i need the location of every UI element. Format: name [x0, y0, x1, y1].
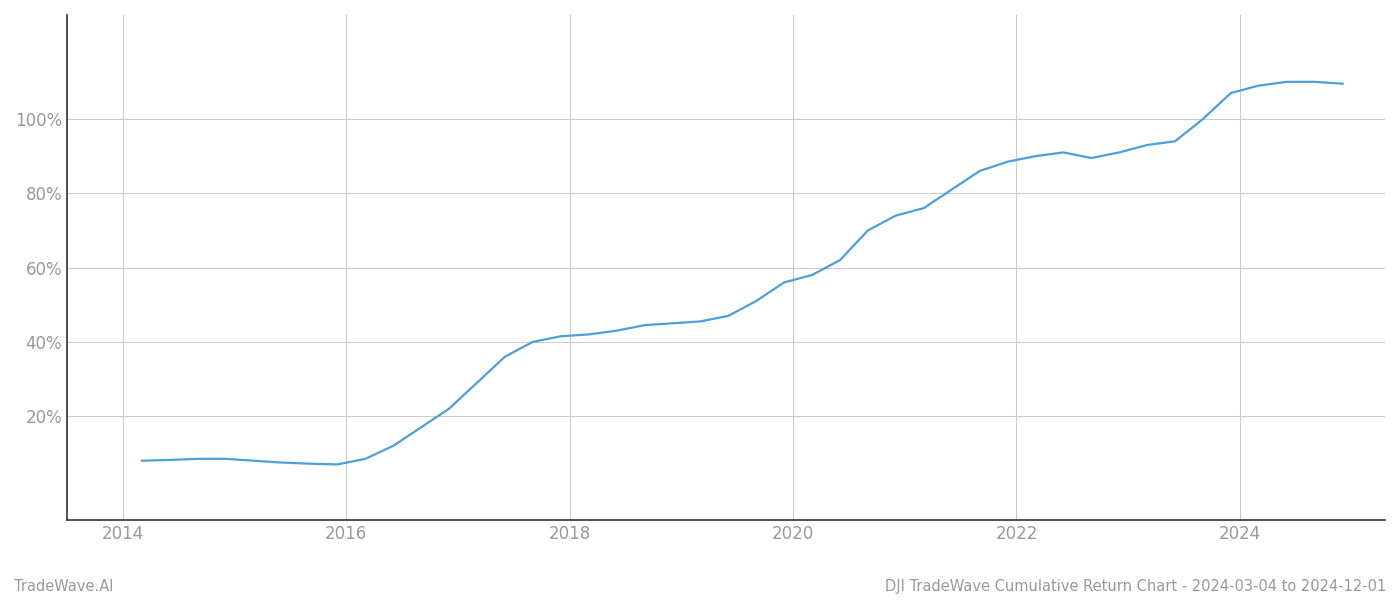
- Text: DJI TradeWave Cumulative Return Chart - 2024-03-04 to 2024-12-01: DJI TradeWave Cumulative Return Chart - …: [885, 579, 1386, 594]
- Text: TradeWave.AI: TradeWave.AI: [14, 579, 113, 594]
